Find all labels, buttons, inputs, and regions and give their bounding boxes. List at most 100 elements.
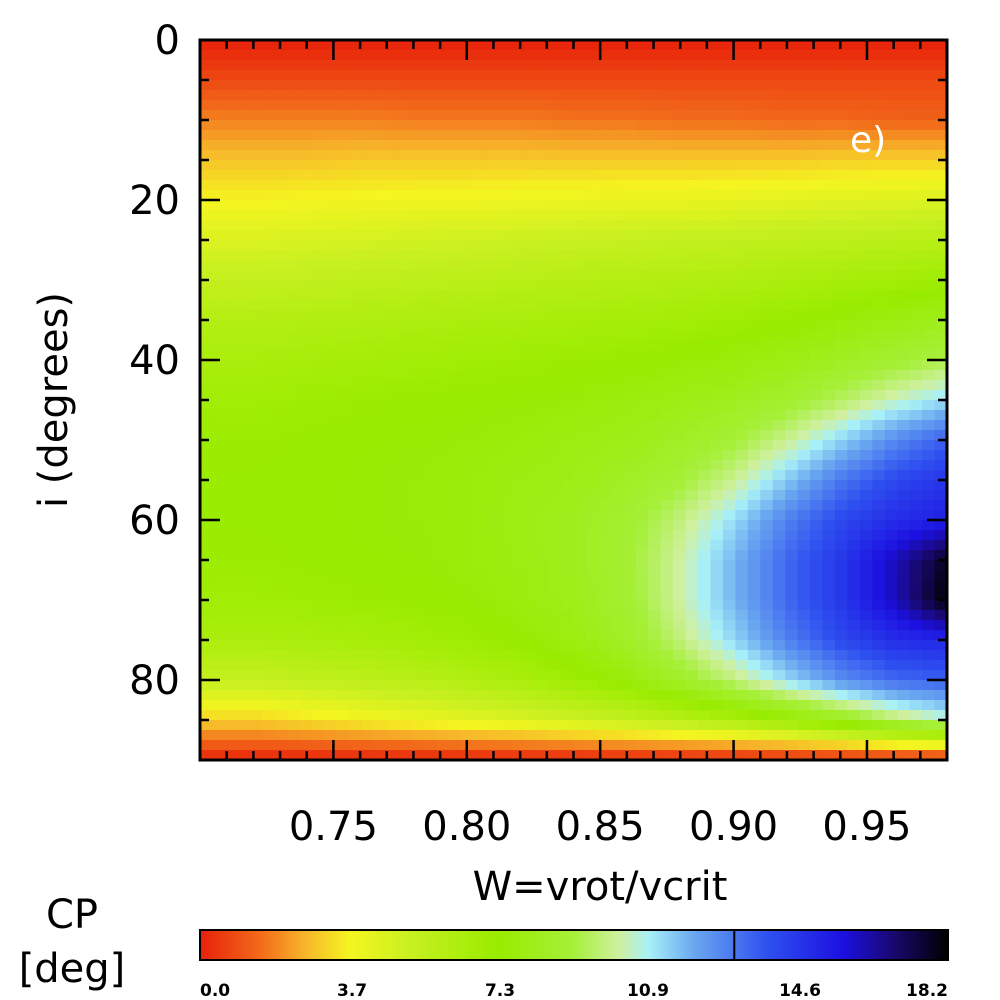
heatmap-cell <box>897 350 911 361</box>
heatmap-cell <box>399 220 413 231</box>
heatmap-cell <box>785 50 799 61</box>
heatmap-cell <box>324 480 338 491</box>
heatmap-cell <box>299 170 313 181</box>
heatmap-cell <box>449 120 463 131</box>
heatmap-cell <box>685 240 699 251</box>
heatmap-cell <box>660 220 674 231</box>
heatmap-cell <box>660 100 674 111</box>
heatmap-cell <box>523 90 537 101</box>
heatmap-cell <box>274 360 288 371</box>
heatmap-cell <box>623 180 637 191</box>
heatmap-cell <box>648 310 662 321</box>
heatmap-cell <box>760 350 774 361</box>
heatmap-cell <box>735 60 749 71</box>
heatmap-cell <box>859 140 873 151</box>
heatmap-cell <box>648 670 662 681</box>
heatmap-cell <box>386 570 400 581</box>
heatmap-cell <box>212 490 226 501</box>
heatmap-cell <box>336 540 350 551</box>
heatmap-cell <box>536 80 550 91</box>
heatmap-cell <box>212 150 226 161</box>
heatmap-cell <box>386 330 400 341</box>
heatmap-cell <box>386 250 400 261</box>
heatmap-cell <box>498 380 512 391</box>
heatmap-cell <box>324 680 338 691</box>
heatmap-cell <box>909 590 923 601</box>
heatmap-cell <box>934 670 947 681</box>
heatmap-cell <box>523 100 537 111</box>
heatmap-cell <box>648 570 662 581</box>
heatmap-cell <box>548 40 562 51</box>
heatmap-cell <box>685 310 699 321</box>
heatmap-cell <box>635 140 649 151</box>
heatmap-cell <box>834 580 848 591</box>
heatmap-cell <box>872 430 886 441</box>
heatmap-cell <box>785 480 799 491</box>
heatmap-cell <box>834 400 848 411</box>
heatmap-cell <box>386 300 400 311</box>
heatmap-cell <box>312 700 326 711</box>
heatmap-cell <box>212 50 226 61</box>
heatmap-cell <box>411 740 425 751</box>
heatmap-cell <box>361 200 375 211</box>
heatmap-cell <box>411 750 425 760</box>
heatmap-cell <box>200 510 214 521</box>
heatmap-cell <box>623 320 637 331</box>
heatmap-cell <box>424 200 438 211</box>
heatmap-cell <box>274 260 288 271</box>
heatmap-cell <box>336 280 350 291</box>
heatmap-cell <box>635 120 649 131</box>
heatmap-cell <box>287 470 301 481</box>
heatmap-cell <box>635 380 649 391</box>
heatmap-cell <box>859 330 873 341</box>
heatmap-cell <box>797 290 811 301</box>
heatmap-cell <box>585 620 599 631</box>
heatmap-cell <box>262 140 276 151</box>
heatmap-cell <box>312 270 326 281</box>
heatmap-cell <box>735 470 749 481</box>
heatmap-cell <box>336 270 350 281</box>
heatmap-cell <box>660 590 674 601</box>
heatmap-cell <box>237 490 251 501</box>
heatmap-cell <box>598 250 612 261</box>
heatmap-cell <box>934 310 947 321</box>
heatmap-cell <box>312 110 326 121</box>
heatmap-cell <box>461 170 475 181</box>
heatmap-cell <box>834 610 848 621</box>
heatmap-cell <box>399 720 413 731</box>
heatmap-cell <box>523 220 537 231</box>
heatmap-cell <box>747 450 761 461</box>
heatmap-cell <box>399 580 413 591</box>
heatmap-cell <box>834 620 848 631</box>
heatmap-cell <box>872 220 886 231</box>
heatmap-cell <box>436 320 450 331</box>
heatmap-cell <box>698 660 712 671</box>
heatmap-cell <box>760 560 774 571</box>
heatmap-cell <box>785 560 799 571</box>
heatmap-cell <box>834 350 848 361</box>
heatmap-cell <box>200 80 214 91</box>
heatmap-cell <box>361 380 375 391</box>
heatmap-cell <box>461 540 475 551</box>
heatmap-cell <box>635 370 649 381</box>
heatmap-cell <box>287 130 301 141</box>
heatmap-cell <box>237 260 251 271</box>
heatmap-cell <box>623 60 637 71</box>
heatmap-cell <box>336 160 350 171</box>
heatmap-cell <box>262 510 276 521</box>
heatmap-cell <box>598 280 612 291</box>
heatmap-cell <box>449 570 463 581</box>
heatmap-cell <box>760 300 774 311</box>
heatmap-cell <box>374 680 388 691</box>
heatmap-cell <box>386 480 400 491</box>
heatmap-cell <box>349 700 363 711</box>
heatmap-cell <box>710 80 724 91</box>
heatmap-cell <box>200 650 214 661</box>
heatmap-cell <box>585 310 599 321</box>
heatmap-cell <box>847 190 861 201</box>
heatmap-cell <box>374 750 388 760</box>
heatmap-cell <box>200 560 214 571</box>
heatmap-cell <box>224 510 238 521</box>
heatmap-cell <box>847 750 861 760</box>
heatmap-cell <box>274 290 288 301</box>
